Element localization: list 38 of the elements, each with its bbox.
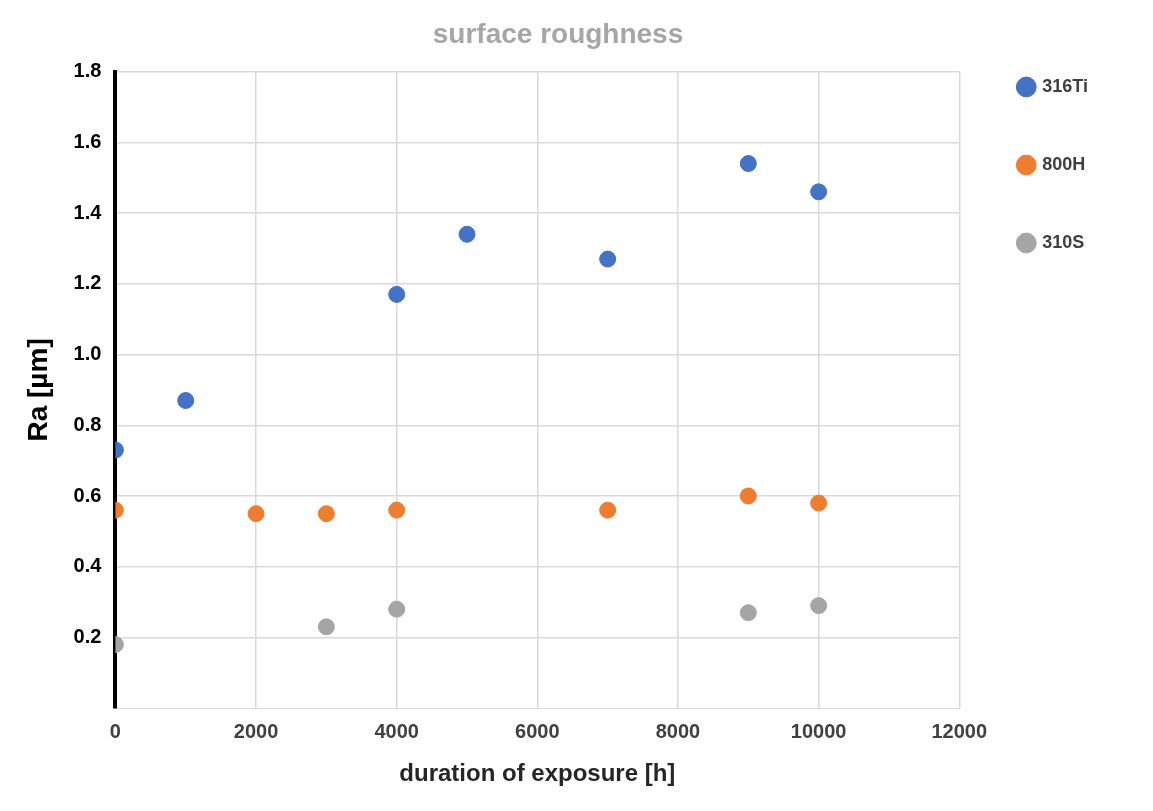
point [810,494,828,512]
chart-title: surface roughness [432,17,684,49]
x-tick-label: 8000 [655,719,701,742]
y-tick-label: 0.8 [73,412,102,435]
x-tick-label: 6000 [515,719,560,742]
point [810,597,828,615]
point [599,250,617,268]
y-tick-label: 0.6 [73,483,102,506]
point [317,505,335,523]
point [739,487,757,505]
x-tick-label: 12000 [931,719,988,742]
point [599,501,617,519]
point [810,183,828,201]
legend-label: 316Ti [1042,75,1088,96]
x-tick-label: 4000 [374,719,419,742]
x-tick-label: 0 [109,719,121,742]
point [247,505,265,523]
point [177,392,195,410]
y-tick-label: 0.2 [73,624,102,647]
point [388,501,406,519]
y-tick-label: 1.8 [73,59,102,82]
y-tick-label: 1.4 [73,200,103,223]
x-tick-label: 10000 [790,719,847,742]
legend-label: 800H [1042,153,1086,174]
x-axis-title: duration of exposure [h] [399,759,676,787]
point [388,600,406,618]
point [388,285,406,303]
point [739,155,757,173]
point [739,604,757,622]
x-tick-label: 2000 [233,719,279,742]
point [458,225,476,243]
y-axis-title: Ra [µm] [21,338,53,442]
legend-label: 310S [1042,231,1085,252]
point [317,618,335,636]
y-tick-label: 1.6 [73,129,102,152]
y-tick-label: 1.0 [73,342,102,365]
y-tick-label: 1.2 [73,271,102,294]
y-tick-label: 0.4 [73,554,103,577]
